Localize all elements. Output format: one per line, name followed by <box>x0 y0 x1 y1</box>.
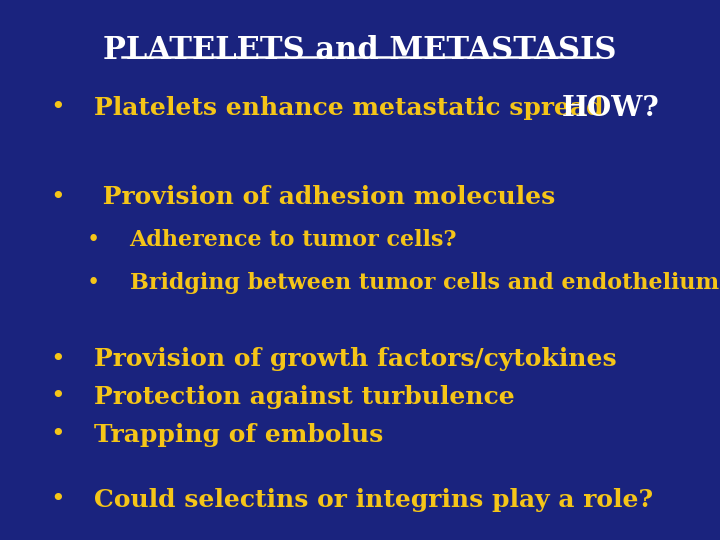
Text: Provision of adhesion molecules: Provision of adhesion molecules <box>94 185 555 209</box>
Text: •: • <box>50 423 65 446</box>
Text: PLATELETS and METASTASIS: PLATELETS and METASTASIS <box>103 35 617 66</box>
Text: Trapping of embolus: Trapping of embolus <box>94 423 383 447</box>
Text: Platelets enhance metastatic spread: Platelets enhance metastatic spread <box>94 96 603 120</box>
Text: Provision of growth factors/cytokines: Provision of growth factors/cytokines <box>94 347 616 371</box>
Text: HOW?: HOW? <box>562 94 660 122</box>
Text: Protection against turbulence: Protection against turbulence <box>94 385 514 409</box>
Text: •: • <box>50 348 65 370</box>
Text: •: • <box>87 273 100 294</box>
Text: •: • <box>50 386 65 408</box>
Text: Adherence to tumor cells?: Adherence to tumor cells? <box>130 230 457 251</box>
Text: •: • <box>87 230 100 251</box>
Text: Bridging between tumor cells and endothelium ?: Bridging between tumor cells and endothe… <box>130 273 720 294</box>
Text: •: • <box>50 97 65 119</box>
Text: •: • <box>50 186 65 208</box>
Text: •: • <box>50 488 65 511</box>
Text: Could selectins or integrins play a role?: Could selectins or integrins play a role… <box>94 488 653 511</box>
